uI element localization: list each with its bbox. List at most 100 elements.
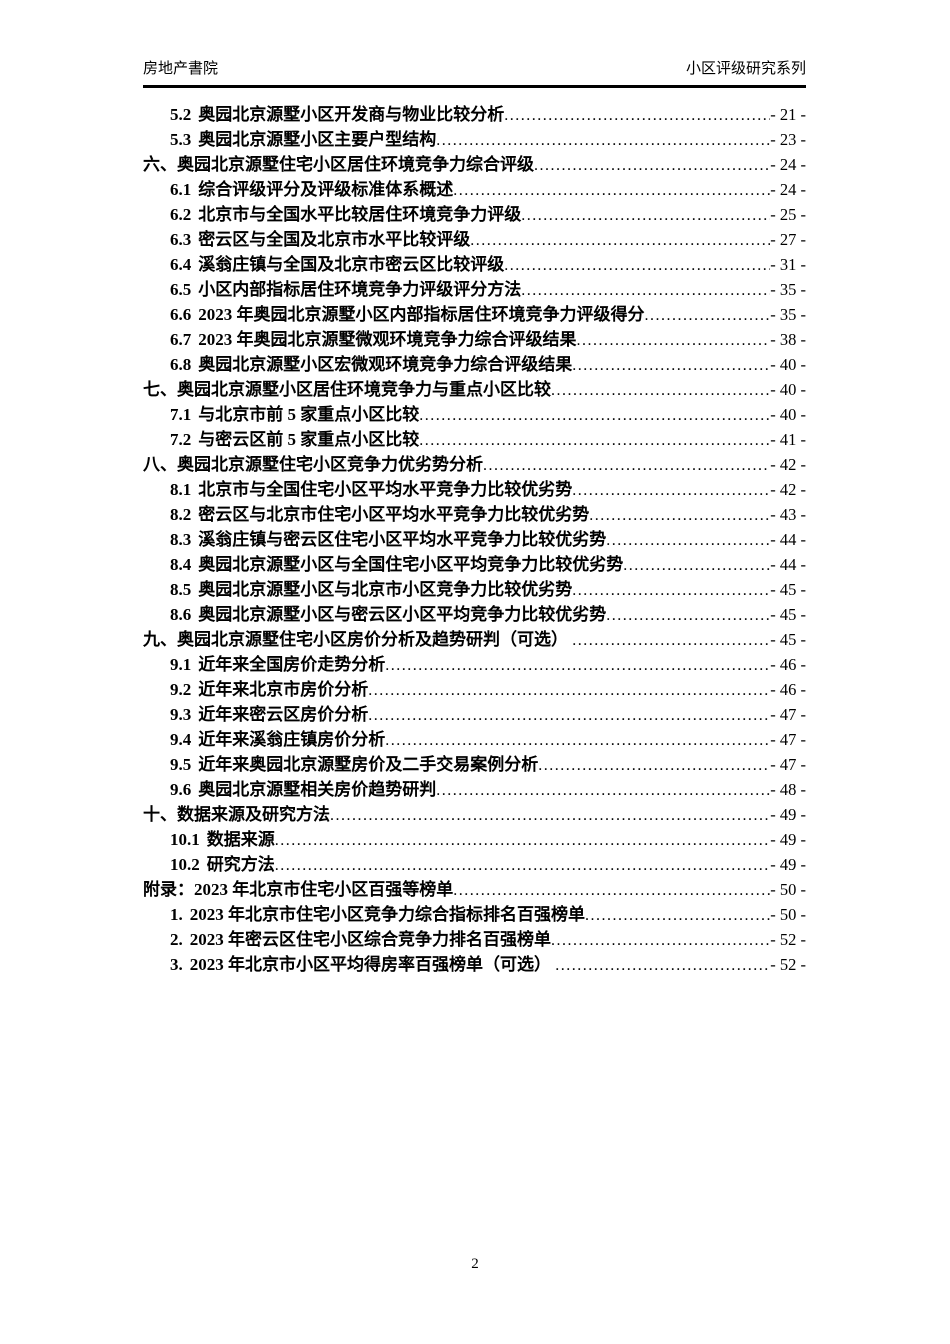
toc-entry-16[interactable]: 8.2 密云区与北京市住宅小区平均水平竞争力比较优劣势 ............…: [143, 502, 806, 527]
toc-entry-13[interactable]: 7.2 与密云区前 5 家重点小区比较 ....................…: [143, 427, 806, 452]
toc-entry-6[interactable]: 6.4 溪翁庄镇与全国及北京市密云区比较评级 .................…: [143, 252, 806, 277]
header-right-text: 小区评级研究系列: [685, 61, 806, 77]
toc-entry-27[interactable]: 9.6 奥园北京源墅相关房价趋势研判 .....................…: [143, 777, 806, 802]
toc-entry-17[interactable]: 8.3 溪翁庄镇与密云区住宅小区平均水平竞争力比较优劣势 ...........…: [143, 527, 806, 552]
toc-entry-page-label: - 31 -: [770, 255, 806, 274]
toc-entry-34[interactable]: 3. 2023 年北京市小区平均得房率百强榜单（可选） ............…: [143, 952, 806, 977]
toc-entry-28[interactable]: 十、 数据来源及研究方法 ...........................…: [143, 802, 806, 827]
toc-entry-20[interactable]: 8.6 奥园北京源墅小区与密云区小区平均竞争力比较优劣势 ...........…: [143, 602, 806, 627]
toc-entry-4[interactable]: 6.2 北京市与全国水平比较居住环境竞争力评级 ................…: [143, 202, 806, 227]
toc-entry-11[interactable]: 七、 奥园北京源墅小区居住环境竞争力与重点小区比较 ..............…: [143, 377, 806, 402]
toc-entry-7[interactable]: 6.5 小区内部指标居住环境竞争力评级评分方法 ................…: [143, 277, 806, 302]
toc-entry-title: 奥园北京源墅小区开发商与物业比较分析: [198, 105, 505, 124]
toc-entry-page-label: - 42 -: [770, 480, 806, 499]
toc-entry-32[interactable]: 1. 2023 年北京市住宅小区竞争力综合指标排名百强榜单 ..........…: [143, 902, 806, 927]
toc-entry-number: 8.1: [170, 480, 192, 499]
toc-leader-dots: ........................................…: [572, 482, 771, 499]
toc-entry-33[interactable]: 2. 2023 年密云区住宅小区综合竞争力排名百强榜单 ............…: [143, 927, 806, 952]
toc-leader-dots: ........................................…: [572, 357, 771, 374]
toc-entry-page-label: - 50 -: [770, 905, 806, 924]
toc-entry-title: 奥园北京源墅住宅小区竞争力优劣势分析: [177, 455, 483, 474]
toc-entry-title: 2023 年密云区住宅小区综合竞争力排名百强榜单: [189, 930, 551, 949]
toc-entry-3[interactable]: 6.1 综合评级评分及评级标准体系概述 ....................…: [143, 177, 806, 202]
toc-entry-12[interactable]: 7.1 与北京市前 5 家重点小区比较 ....................…: [143, 402, 806, 427]
page-number: 2: [471, 1256, 479, 1272]
toc-entry-30[interactable]: 10.2 研究方法 ..............................…: [143, 852, 806, 877]
toc-entry-title: 2023 年北京市小区平均得房率百强榜单（可选）: [189, 955, 556, 974]
toc-entry-page-label: - 35 -: [770, 280, 806, 299]
toc-entry-title: 奥园北京源墅小区与密云区小区平均竞争力比较优劣势: [198, 605, 607, 624]
toc-entry-title: 与北京市前 5 家重点小区比较: [198, 405, 420, 424]
toc-leader-dots: ........................................…: [274, 857, 771, 874]
toc-entry-title: 近年来奥园北京源墅房价及二手交易案例分析: [198, 755, 539, 774]
toc-entry-5[interactable]: 6.3 密云区与全国及北京市水平比较评级 ...................…: [143, 227, 806, 252]
toc-entry-number: 9.3: [170, 705, 192, 724]
toc-entry-25[interactable]: 9.4 近年来溪翁庄镇房价分析 ........................…: [143, 727, 806, 752]
toc-leader-dots: ........................................…: [453, 882, 770, 899]
toc-entry-title: 研究方法: [206, 855, 275, 874]
toc-entry-page-label: - 23 -: [770, 130, 806, 149]
toc-entry-title: 奥园北京源墅小区主要户型结构: [198, 130, 437, 149]
toc-leader-dots: ........................................…: [538, 757, 770, 774]
toc-entry-page-label: - 40 -: [770, 380, 806, 399]
toc-leader-dots: ........................................…: [274, 832, 771, 849]
toc-entry-page-label: - 38 -: [770, 330, 806, 349]
toc-entry-number: 8.2: [170, 505, 192, 524]
toc-leader-dots: ........................................…: [521, 207, 770, 224]
toc-entry-31[interactable]: 附录： 2023 年北京市住宅小区百强等榜单 .................…: [143, 877, 806, 902]
toc-entry-page-label: - 25 -: [770, 205, 806, 224]
toc-entry-number: 3.: [170, 955, 183, 974]
toc-entry-page-label: - 49 -: [770, 855, 806, 874]
toc-entry-title: 与密云区前 5 家重点小区比较: [198, 430, 420, 449]
toc-entry-10[interactable]: 6.8 奥园北京源墅小区宏微观环境竞争力综合评级结果 .............…: [143, 352, 806, 377]
toc-entry-title: 近年来溪翁庄镇房价分析: [198, 730, 386, 749]
toc-entry-26[interactable]: 9.5 近年来奥园北京源墅房价及二手交易案例分析 ...............…: [143, 752, 806, 777]
toc-entry-title: 奥园北京源墅相关房价趋势研判: [198, 780, 437, 799]
toc-entry-title: 奥园北京源墅小区与全国住宅小区平均竞争力比较优劣势: [198, 555, 624, 574]
toc-leader-dots: ........................................…: [606, 532, 771, 549]
toc-leader-dots: ........................................…: [551, 932, 771, 949]
toc-leader-dots: ........................................…: [576, 332, 771, 349]
toc-entry-page-label: - 40 -: [770, 405, 806, 424]
toc-entry-title: 奥园北京源墅小区与北京市小区竞争力比较优劣势: [198, 580, 573, 599]
toc-entry-page-label: - 52 -: [770, 930, 806, 949]
toc-entry-title: 北京市与全国水平比较居住环境竞争力评级: [198, 205, 522, 224]
toc-entry-page-label: - 43 -: [770, 505, 806, 524]
toc-entry-2[interactable]: 六、 奥园北京源墅住宅小区居住环境竞争力综合评级 ...............…: [143, 152, 806, 177]
toc-entry-22[interactable]: 9.1 近年来全国房价走势分析 ........................…: [143, 652, 806, 677]
toc-entry-23[interactable]: 9.2 近年来北京市房价分析 .........................…: [143, 677, 806, 702]
toc-entry-page-label: - 46 -: [770, 680, 806, 699]
toc-entry-29[interactable]: 10.1 数据来源 ..............................…: [143, 827, 806, 852]
toc-entry-title: 奥园北京源墅住宅小区居住环境竞争力综合评级: [177, 155, 534, 174]
toc-entry-number: 10.2: [170, 855, 200, 874]
toc-entry-title: 密云区与北京市住宅小区平均水平竞争力比较优劣势: [198, 505, 590, 524]
toc-entry-0[interactable]: 5.2 奥园北京源墅小区开发商与物业比较分析 .................…: [143, 102, 806, 127]
toc-entry-page-label: - 44 -: [770, 530, 806, 549]
toc-entry-9[interactable]: 6.7 2023 年奥园北京源墅微观环境竞争力综合评级结果 ..........…: [143, 327, 806, 352]
toc-entry-15[interactable]: 8.1 北京市与全国住宅小区平均水平竞争力比较优劣势 .............…: [143, 477, 806, 502]
toc-entry-1[interactable]: 5.3 奥园北京源墅小区主要户型结构 .....................…: [143, 127, 806, 152]
toc-entry-number: 9.6: [170, 780, 192, 799]
toc-entry-number: 2.: [170, 930, 183, 949]
toc-entry-title: 近年来密云区房价分析: [198, 705, 369, 724]
toc-entry-page-label: - 45 -: [770, 605, 806, 624]
toc-entry-19[interactable]: 8.5 奥园北京源墅小区与北京市小区竞争力比较优劣势 .............…: [143, 577, 806, 602]
toc-entry-page-label: - 45 -: [770, 630, 806, 649]
toc-leader-dots: ........................................…: [419, 432, 771, 449]
toc-entry-number: 七、: [143, 380, 177, 399]
toc-entry-number: 6.7: [170, 330, 192, 349]
toc-leader-dots: ........................................…: [419, 407, 771, 424]
toc-entry-18[interactable]: 8.4 奥园北京源墅小区与全国住宅小区平均竞争力比较优劣势 ..........…: [143, 552, 806, 577]
toc-entry-8[interactable]: 6.6 2023 年奥园北京源墅小区内部指标居住环境竞争力评级得分 ......…: [143, 302, 806, 327]
toc-entry-21[interactable]: 九、 奥园北京源墅住宅小区房价分析及趋势研判（可选） .............…: [143, 627, 806, 652]
toc-entry-page-label: - 41 -: [770, 430, 806, 449]
toc-leader-dots: ........................................…: [521, 282, 770, 299]
toc-entry-number: 7.2: [170, 430, 192, 449]
header-rule: [143, 85, 806, 88]
toc-entry-title: 综合评级评分及评级标准体系概述: [198, 180, 454, 199]
toc-entry-number: 6.1: [170, 180, 192, 199]
toc-entry-page-label: - 45 -: [770, 580, 806, 599]
toc-entry-24[interactable]: 9.3 近年来密云区房价分析 .........................…: [143, 702, 806, 727]
toc-entry-number: 8.6: [170, 605, 192, 624]
toc-entry-14[interactable]: 八、 奥园北京源墅住宅小区竞争力优劣势分析 ..................…: [143, 452, 806, 477]
